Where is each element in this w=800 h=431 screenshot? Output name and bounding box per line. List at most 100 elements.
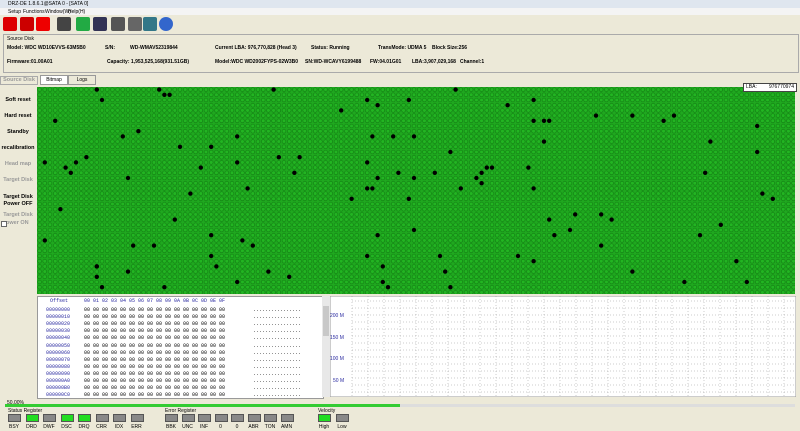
bad-block [375, 175, 380, 181]
toolbar-button[interactable] [57, 17, 71, 31]
bad-block [432, 170, 437, 175]
hex-bytes: 00 00 00 00 00 00 00 00 00 00 00 00 00 0… [84, 370, 226, 377]
bad-block [770, 196, 775, 201]
sidebar-button[interactable]: Head map [4, 161, 32, 167]
bad-block [245, 186, 250, 191]
toolbar-button[interactable] [36, 17, 50, 31]
bad-block [125, 175, 131, 181]
bad-block [276, 155, 281, 160]
hex-ascii: ................ [253, 349, 302, 356]
register-led [130, 414, 144, 422]
bad-block [136, 129, 141, 134]
bad-block [271, 87, 276, 92]
hex-ascii: ................ [253, 328, 302, 335]
sidebar-button[interactable]: Standby [7, 129, 29, 135]
sidebar-button[interactable]: Hard reset [4, 113, 32, 119]
bad-block [547, 118, 552, 123]
bad-block [541, 139, 547, 144]
tab[interactable]: Bitmap [40, 75, 68, 85]
sidebar-button[interactable]: Target Disk [3, 212, 33, 218]
hex-bytes: 00 00 00 00 00 00 00 00 00 00 00 00 00 0… [84, 342, 226, 349]
register-led [95, 414, 109, 422]
info-field: Block Size:256 [432, 45, 468, 51]
bad-block [515, 253, 521, 259]
hex-ascii: ................ [253, 370, 302, 377]
hex-bytes: 00 00 00 00 00 00 00 00 00 00 00 00 00 0… [84, 335, 226, 342]
bad-block [630, 113, 635, 118]
bad-block [599, 212, 604, 217]
source-panel: Source Disk [3, 34, 799, 73]
lba-tooltip: LBA: 976770974 [743, 83, 797, 92]
register-led [181, 414, 195, 422]
info-field: Channel:1 [460, 59, 485, 65]
sidebar-button[interactable]: Target Disk Power OFF [3, 194, 33, 207]
toolbar-button[interactable] [159, 17, 173, 31]
info-field: LBA:3,907,029,168 [412, 59, 456, 65]
register-bit: CRR [96, 424, 107, 430]
bad-block [567, 227, 573, 233]
bad-block [505, 103, 510, 108]
bad-block [209, 253, 214, 259]
bad-block [198, 165, 203, 170]
hex-ascii: ................ [253, 314, 302, 321]
bitmap-grid [37, 87, 795, 294]
register-bit: AMN [280, 424, 293, 430]
register-bit: TON [264, 424, 276, 430]
bad-block [349, 196, 354, 201]
toolbar-button[interactable] [128, 17, 142, 31]
hex-offset: 000000A0 [46, 378, 71, 384]
hex-offset: 00000060 [46, 349, 71, 356]
toolbar-button[interactable] [111, 17, 125, 31]
bad-block [671, 113, 677, 118]
bad-block [73, 160, 79, 165]
bad-block [375, 103, 380, 108]
register-led [113, 414, 126, 422]
bad-block [718, 222, 723, 227]
bad-block [406, 196, 411, 201]
bad-block [287, 274, 292, 279]
register-led [231, 414, 244, 422]
toolbar-button[interactable] [143, 17, 157, 31]
menu-item[interactable]: Functions [23, 9, 45, 15]
bad-block [458, 186, 463, 191]
menu-item[interactable]: Window(W) [45, 9, 71, 15]
hex-bytes: 00 00 00 00 00 00 00 00 00 00 00 00 00 0… [84, 307, 226, 313]
bad-block [292, 170, 297, 175]
menu-item[interactable]: Help(H) [68, 9, 86, 15]
checkbox [1, 221, 7, 227]
toolbar-button[interactable] [20, 17, 34, 31]
sidebar-button[interactable]: Target Disk [3, 177, 33, 183]
info-field: WD-WMAV52319844 [130, 45, 178, 51]
bad-block [365, 253, 370, 259]
info-field: S/N: [105, 45, 115, 51]
register-bit: DSC [61, 424, 72, 430]
register-bit: Low [337, 424, 347, 430]
tab[interactable]: Logs [68, 75, 96, 85]
bad-block [573, 212, 578, 217]
bad-block [370, 134, 375, 139]
register-led [25, 414, 39, 422]
hex-bytes-header: 00 01 02 03 04 05 06 07 08 09 0A 0B 0C 0… [84, 298, 226, 304]
toolbar-button[interactable] [3, 17, 17, 31]
register-bit: UNC [182, 424, 193, 430]
hex-bytes: 00 00 00 00 00 00 00 00 00 00 00 00 00 0… [84, 314, 226, 321]
bad-block [240, 238, 245, 243]
bad-block [53, 118, 58, 123]
sidebar-button[interactable]: Soft reset [5, 97, 31, 103]
bad-block [443, 269, 448, 274]
hex-offset: 00000030 [46, 328, 71, 335]
toolbar-button[interactable] [76, 17, 90, 31]
register-bit: BSY [8, 424, 19, 430]
register-led [60, 414, 74, 422]
register-led [8, 414, 21, 422]
info-field: Status: Running [311, 45, 350, 51]
sidebar-button[interactable]: ower ON [6, 220, 29, 226]
sidebar-button[interactable]: recalibration [1, 145, 35, 151]
toolbar-button[interactable] [93, 17, 107, 31]
hex-offset: 00000010 [46, 314, 71, 321]
menu-item[interactable]: Setup [8, 9, 22, 15]
register-led [43, 414, 56, 422]
sidebar-button[interactable]: Source Disk [0, 76, 38, 85]
scrollbar[interactable] [322, 296, 330, 397]
register-led [78, 414, 91, 422]
